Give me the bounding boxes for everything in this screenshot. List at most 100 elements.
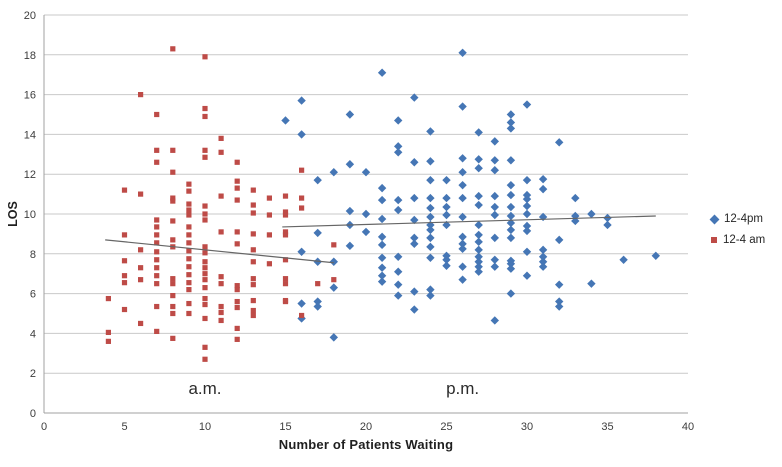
data-point-pm — [345, 110, 355, 119]
annotation-label: a.m. — [188, 379, 221, 398]
data-point-am — [234, 336, 240, 342]
legend-label-am: 12-4 am — [723, 234, 766, 246]
data-point-am — [218, 193, 224, 199]
data-point-pm — [394, 252, 403, 261]
x-tick-label: 5 — [121, 421, 127, 433]
data-point-am — [299, 195, 305, 201]
data-point-am — [202, 211, 208, 217]
data-point-am — [170, 218, 176, 224]
y-tick-label: 18 — [24, 50, 36, 62]
data-point-pm — [490, 316, 499, 325]
data-point-pm — [555, 138, 564, 147]
data-point-pm — [522, 194, 532, 204]
data-point-am — [250, 210, 256, 216]
data-point-pm — [619, 255, 628, 264]
data-point-pm — [377, 277, 387, 286]
data-point-am — [282, 281, 289, 287]
data-point-pm — [522, 226, 532, 236]
data-point-am — [202, 277, 208, 283]
data-point-am — [234, 283, 240, 289]
data-point-am — [250, 276, 256, 282]
data-point-am — [154, 159, 160, 165]
data-point-am — [202, 259, 208, 265]
data-point-pm — [377, 263, 387, 272]
data-point-am — [138, 92, 144, 98]
data-point-am — [186, 232, 192, 238]
data-point-pm — [522, 100, 532, 109]
data-point-am — [170, 335, 176, 341]
data-point-pm — [297, 130, 306, 139]
data-point-am — [234, 178, 240, 184]
data-point-am — [202, 113, 208, 120]
data-point-am — [186, 256, 192, 262]
data-point-pm — [506, 202, 516, 212]
data-point-pm — [394, 291, 403, 300]
data-point-pm — [555, 297, 564, 306]
data-point-am — [202, 203, 208, 209]
data-point-am — [186, 212, 192, 218]
data-point-am — [234, 241, 240, 247]
data-point-am — [170, 276, 176, 282]
data-point-am — [121, 273, 128, 279]
x-tick-label: 35 — [601, 421, 613, 433]
data-point-pm — [426, 242, 435, 252]
data-point-am — [202, 285, 208, 291]
data-point-am — [202, 244, 208, 250]
data-point-am — [121, 258, 128, 264]
x-tick-label: 10 — [199, 421, 211, 433]
data-point-am — [202, 147, 208, 153]
data-point-pm — [426, 233, 435, 243]
data-point-pm — [329, 257, 338, 266]
data-point-am — [266, 261, 272, 267]
data-point-am — [170, 281, 176, 287]
square-marker-icon — [711, 237, 717, 243]
data-point-am — [250, 307, 256, 314]
data-point-pm — [377, 271, 387, 280]
data-point-pm — [394, 142, 403, 151]
data-point-am — [250, 202, 256, 208]
data-point-pm — [410, 233, 419, 243]
data-point-am — [154, 224, 160, 230]
data-point-am — [154, 111, 160, 118]
data-point-am — [315, 281, 321, 287]
data-point-am — [234, 197, 240, 203]
data-point-am — [154, 303, 160, 310]
data-point-am — [154, 232, 160, 238]
x-tick-label: 40 — [682, 421, 694, 433]
data-point-am — [282, 276, 289, 282]
data-point-am — [202, 54, 208, 60]
data-point-pm — [394, 205, 403, 215]
data-point-am — [186, 272, 192, 278]
data-point-am — [218, 309, 224, 316]
data-point-am — [202, 344, 208, 350]
data-point-am — [170, 303, 176, 310]
data-point-am — [170, 237, 176, 243]
data-point-am — [170, 292, 176, 299]
data-point-pm — [522, 271, 532, 280]
data-point-pm — [474, 252, 483, 261]
data-point-pm — [442, 261, 451, 270]
data-point-am — [202, 315, 208, 322]
data-point-am — [250, 259, 256, 265]
data-point-pm — [538, 252, 548, 261]
data-point-pm — [281, 116, 290, 125]
data-point-pm — [426, 285, 435, 294]
data-point-am — [202, 301, 208, 308]
data-point-pm — [442, 255, 451, 264]
data-point-pm — [442, 175, 451, 185]
data-point-pm — [522, 175, 532, 185]
data-point-pm — [297, 96, 306, 105]
data-point-am — [154, 147, 160, 153]
data-point-am — [202, 265, 208, 271]
data-point-am — [121, 280, 128, 286]
data-point-pm — [377, 195, 387, 205]
data-point-pm — [426, 225, 435, 235]
data-point-pm — [329, 283, 338, 292]
data-point-pm — [490, 202, 499, 212]
data-point-am — [250, 312, 256, 319]
data-point-am — [282, 212, 289, 218]
data-point-pm — [538, 184, 548, 194]
data-point-pm — [313, 302, 322, 311]
data-point-am — [170, 195, 176, 201]
